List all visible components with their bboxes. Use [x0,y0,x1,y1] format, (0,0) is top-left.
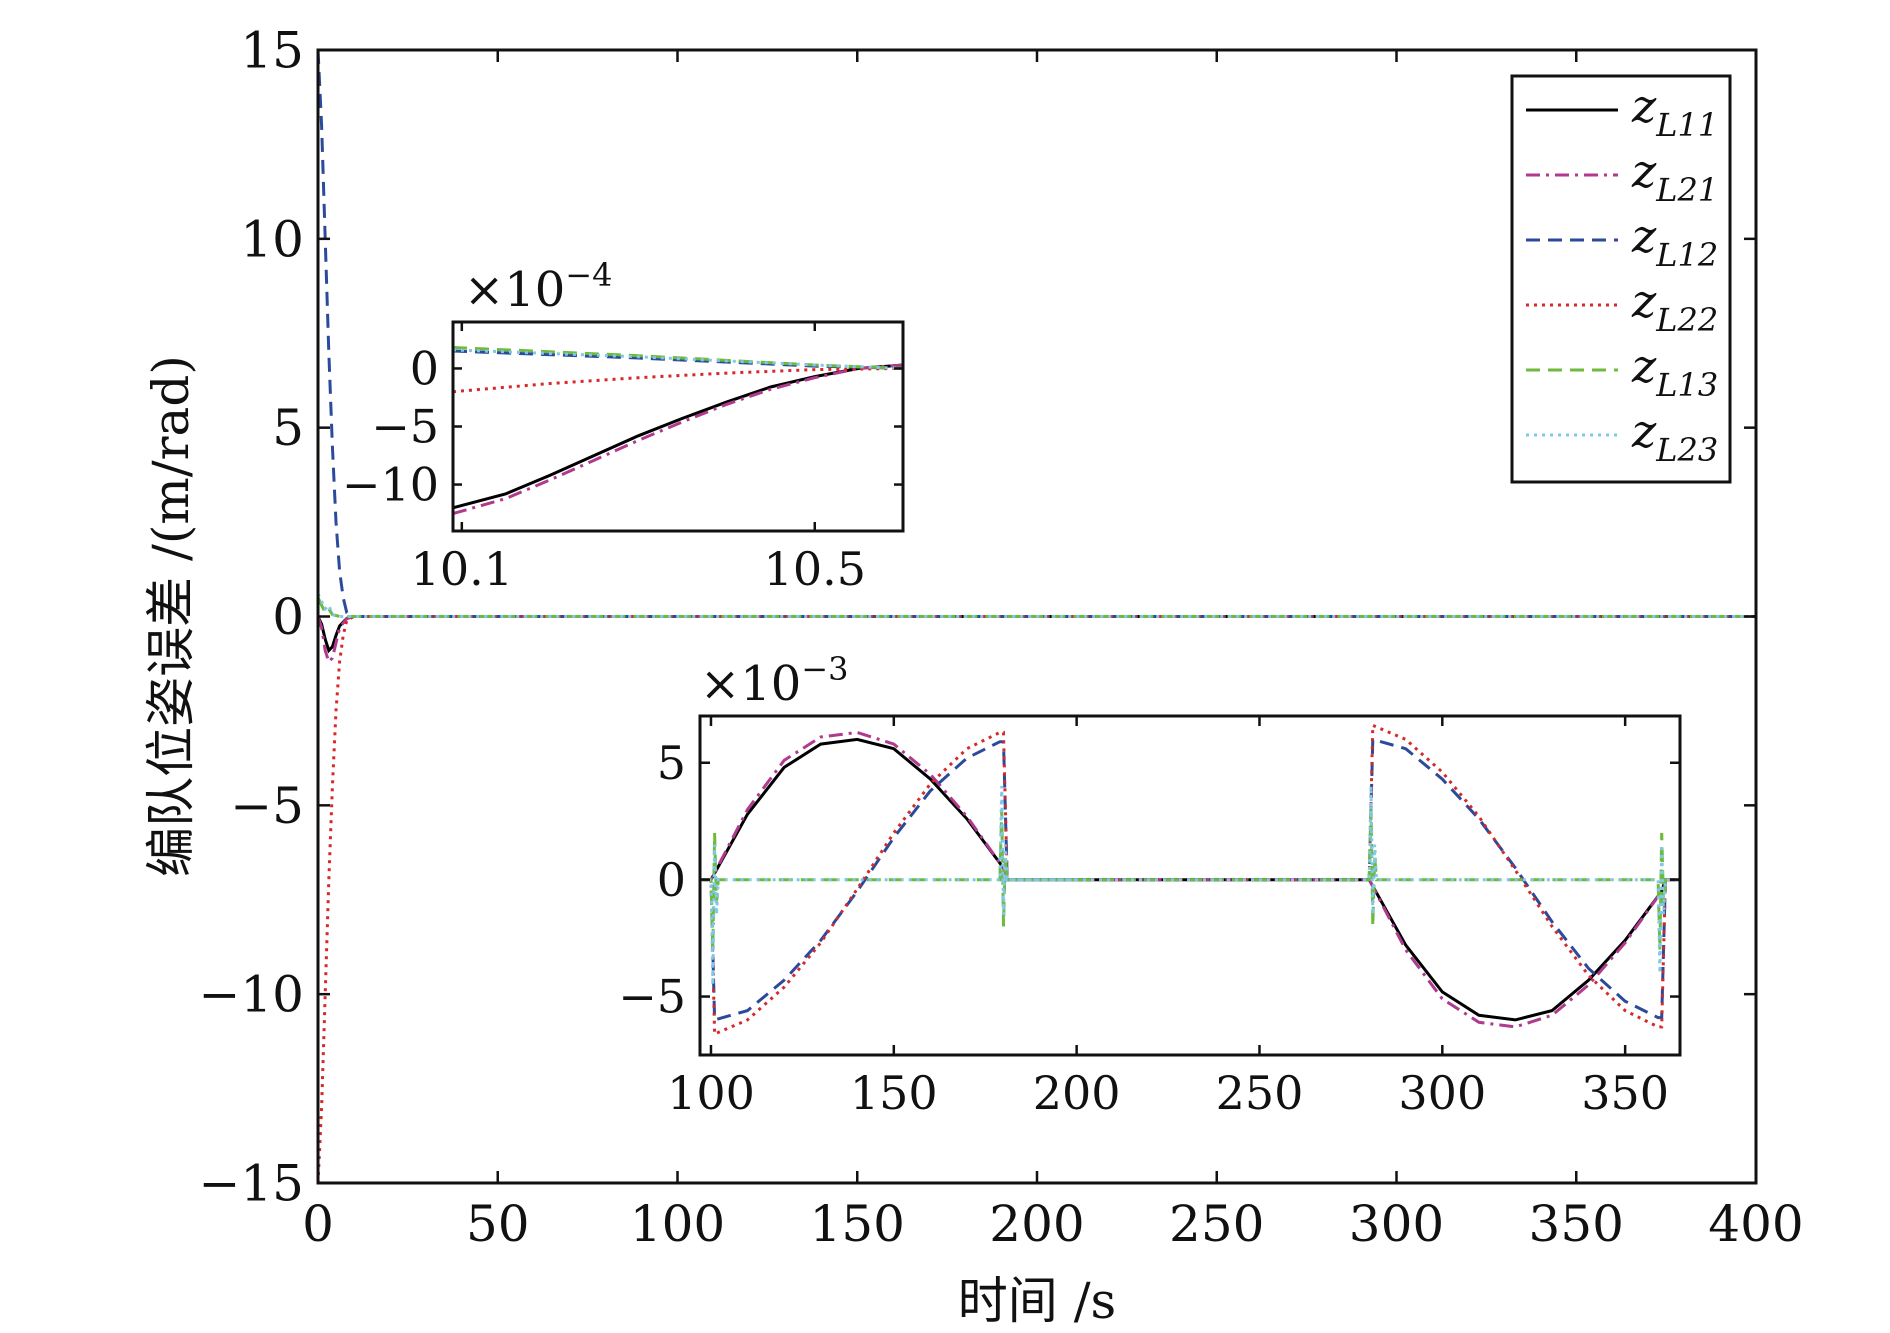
inset-2-ytick-label: 0 [657,853,686,907]
inset-1-scale: ×10−4 [464,256,612,318]
main-series-group [318,50,1756,1183]
main-xtick-label: 200 [989,1195,1084,1253]
main-ytick-label: 0 [272,588,304,646]
main-xtick-label: 300 [1349,1195,1444,1253]
inset-2-frame [698,714,1682,1057]
inset-2-xtick-label: 350 [1581,1066,1669,1120]
main-series-z-l13 [318,596,1756,618]
inset-1-series-group [453,346,903,516]
legend-label-z-l12: zL12 [1631,209,1718,274]
inset-1-series-z-l22 [453,366,903,394]
inset-1-xtick-label: 10.1 [411,542,513,596]
inset-2-series-group [700,723,1680,1037]
main-xtick-label: 150 [810,1195,905,1253]
legend-label-z-l13: zL13 [1631,339,1718,404]
inset-2-ytick-label: 5 [657,736,686,790]
main-xtick-label: 400 [1708,1195,1803,1253]
inset-1-ticks: 10.1 10.5 −10−50 [342,322,903,596]
main-ytick-label: 15 [240,22,304,80]
main-series-z-l12 [318,50,1756,618]
inset-1-ytick-label: −10 [342,458,439,512]
legend-label-z-l22: zL22 [1631,274,1718,339]
inset-2-xtick-label: 200 [1033,1066,1121,1120]
inset-2-xtick-label: 150 [850,1066,938,1120]
inset-2-ticks: 100 150 200 250 300 350 −5 0 5 [618,716,1680,1120]
inset-2-xtick-label: 100 [667,1066,755,1120]
main-xtick-label: 350 [1529,1195,1624,1253]
main-xtick-label: 50 [466,1195,530,1253]
inset-2-series-z-l22 [700,723,1680,1037]
inset-2-xtick-label: 300 [1398,1066,1486,1120]
inset-2-background [700,716,1680,1055]
main-ytick-label: −10 [198,966,304,1024]
main-series-z-l11 [318,615,1756,654]
main-xtick-label: 100 [630,1195,725,1253]
legend-label-z-l23: zL23 [1631,404,1718,469]
inset-1-ytick-label: 0 [410,342,439,396]
legend-box [1510,74,1732,484]
inset-2-series-z-l23 [700,786,1680,985]
inset-2-scale: ×10−3 [700,650,848,712]
x-axis-label: 时间 /s [958,1272,1116,1330]
main-ytick-label: 10 [240,210,304,268]
legend-label-z-l21: zL21 [1631,144,1718,209]
main-series-z-l23 [318,593,1756,618]
inset-zoom-2: 100 150 200 250 300 350 −5 0 5 ×10−3 [618,650,1682,1120]
main-series-z-l21 [318,615,1756,665]
inset-1-ytick-label: −5 [371,400,439,454]
inset-1-series-z-l11 [453,363,903,510]
main-ytick-label: 5 [272,399,304,457]
main-xtick-label: 250 [1169,1195,1264,1253]
inset-2-ytick-label: −5 [618,970,686,1024]
inset-2-xtick-label: 250 [1216,1066,1304,1120]
inset-1-xtick-label: 10.5 [764,542,866,596]
inset-zoom-1: 10.1 10.5 −10−50 ×10−4 [342,256,905,596]
main-xtick-label: 0 [302,1195,334,1253]
main-ytick-label: −15 [198,1155,304,1213]
inset-1-series-z-l23 [453,348,903,370]
legend-label-z-l11: zL11 [1631,79,1718,144]
main-series-z-l22 [318,615,1756,1183]
y-axis-label: 编队位姿误差 /(m/rad) [142,355,200,877]
main-ytick-label: −5 [230,777,304,835]
